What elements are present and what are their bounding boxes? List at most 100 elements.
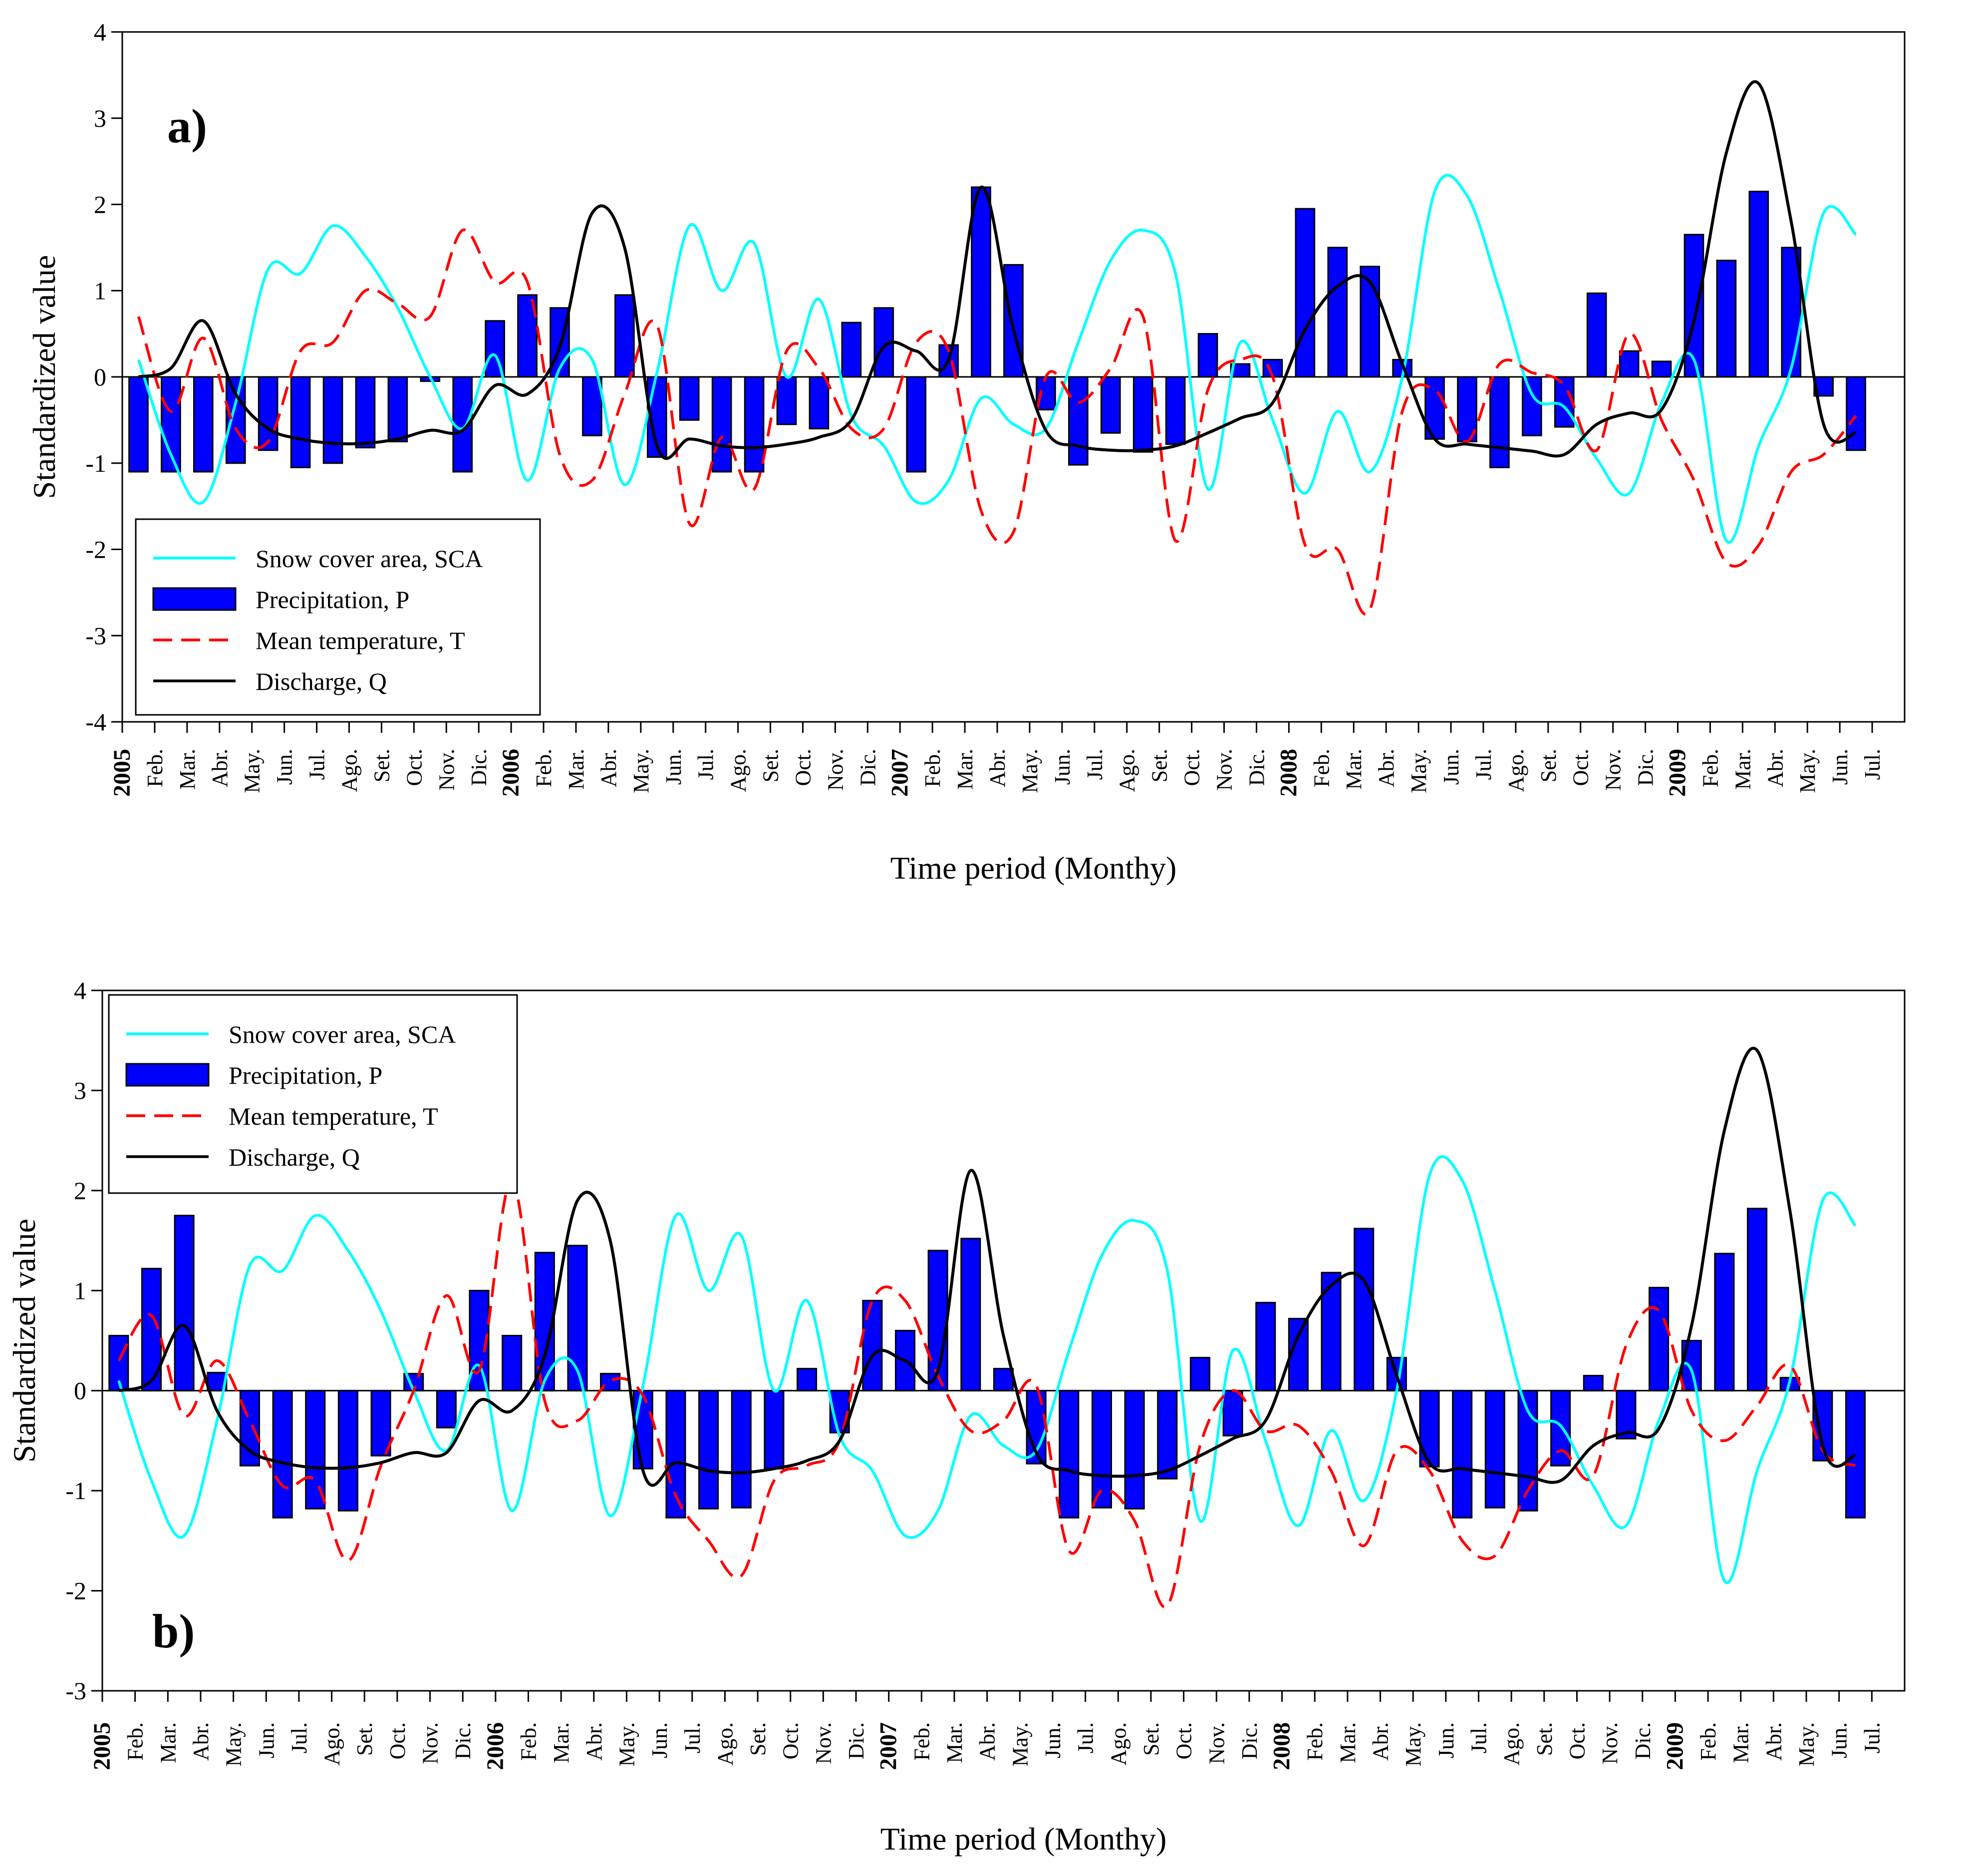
x-tick-label: Dic.: [844, 1722, 868, 1760]
x-tick-label: Mar.: [175, 749, 200, 790]
x-tick-label: Abr.: [582, 1722, 606, 1761]
x-tick-label: Jun.: [1439, 749, 1463, 785]
x-tick-label: Abr.: [1369, 1722, 1393, 1761]
precip-bar: [1716, 260, 1737, 378]
x-tick-label: Nov.: [1598, 1722, 1622, 1764]
x-tick-label: Jul.: [1074, 1722, 1098, 1753]
precip-bar: [1651, 360, 1672, 378]
x-tick-label: Jul.: [305, 749, 329, 780]
x-axis-title: Time period (Monthy): [890, 850, 1177, 886]
x-tick-label-year: 2005: [89, 1722, 115, 1770]
precip-bar: [906, 376, 927, 473]
y-axis-title: Standardized value: [6, 1219, 42, 1463]
precip-bar: [1683, 234, 1704, 378]
x-tick-label: Abr.: [1761, 1722, 1786, 1761]
x-tick-label-year: 2007: [875, 1722, 902, 1770]
x-tick-label: Feb.: [1698, 749, 1722, 787]
x-tick-label: Oct.: [791, 749, 815, 786]
legend-entry-label: Snow cover area, SCA: [256, 545, 483, 573]
x-tick-label: Abr.: [208, 749, 232, 787]
precip-bar: [698, 1390, 719, 1510]
x-tick-label: Ago.: [1504, 749, 1528, 792]
y-tick-label: -2: [85, 536, 106, 564]
x-tick-label-year: 2009: [1665, 749, 1691, 797]
precip-bar: [387, 376, 408, 443]
precip-bar: [258, 376, 279, 451]
chart-panel-a: -4 -3 -2 -1 0 1 2 3 4 2005 Feb. Mar. Abr. May. Jun. Jul…: [26, 18, 1906, 886]
x-tick-label: Jul.: [1466, 1722, 1491, 1753]
x-tick-label: May.: [629, 749, 653, 793]
panel-label: b): [152, 1604, 195, 1658]
x-tick-label: Set.: [759, 749, 783, 782]
precip-bar: [1132, 376, 1153, 453]
precip-bar: [355, 376, 376, 449]
x-tick-label: Feb.: [1696, 1722, 1720, 1761]
y-tick-label: -3: [85, 622, 106, 649]
precip-bar: [1649, 1286, 1670, 1392]
x-tick-label-year: 2007: [886, 749, 913, 797]
plot-content: [128, 80, 1866, 616]
temperature-line: [117, 1179, 1856, 1608]
x-tick-label: May.: [240, 749, 265, 793]
x-tick-label-year: 2008: [1275, 749, 1302, 797]
precip-bar: [1255, 1301, 1276, 1392]
x-tick-label: Feb.: [920, 749, 945, 787]
x-tick-label: Mar.: [942, 1722, 967, 1763]
precip-bar: [1489, 376, 1510, 468]
precip-bar: [1327, 247, 1348, 378]
precip-bar: [272, 1390, 293, 1519]
x-tick-label-year: 2006: [482, 1722, 509, 1770]
x-tick-label: May.: [1008, 1722, 1032, 1767]
x-tick-label: Oct.: [779, 1722, 803, 1760]
x-tick-label: Jun.: [661, 749, 686, 785]
x-tick-label: Feb.: [532, 749, 556, 787]
x-tick-label: Ago.: [1106, 1722, 1130, 1766]
precip-bar: [1748, 191, 1769, 378]
x-tick-label: May.: [1018, 749, 1042, 793]
x-tick-label: Jun.: [1041, 1722, 1065, 1758]
x-tick-label: Dic.: [1237, 1722, 1262, 1760]
y-tick-label: 3: [74, 1076, 86, 1104]
x-tick-label: May.: [614, 1722, 639, 1767]
y-tick-label: 3: [94, 104, 106, 132]
x-tick-label: Oct.: [1172, 1722, 1196, 1760]
x-tick-label: Dic.: [451, 1722, 475, 1760]
precip-bar: [711, 376, 732, 473]
x-tick-label-year: 2008: [1269, 1722, 1295, 1770]
y-tick-label: 2: [74, 1177, 86, 1205]
y-tick-label: -4: [85, 708, 106, 736]
x-tick-label: May.: [1406, 749, 1431, 793]
precip-bar: [679, 376, 700, 421]
precip-bar: [960, 1238, 981, 1392]
precip-bar: [128, 376, 149, 473]
legend-entry-label: Precipitation, P: [256, 586, 409, 614]
x-tick-label: Oct.: [1569, 749, 1593, 786]
precip-bar: [1586, 292, 1607, 378]
x-tick-label: Jun.: [647, 1722, 672, 1758]
x-tick-label: Mar.: [156, 1722, 180, 1763]
x-tick-label: Feb.: [123, 1722, 148, 1761]
x-tick-label: Jul.: [694, 749, 718, 780]
x-tick-label: Abr.: [596, 749, 621, 787]
precip-bar: [764, 1390, 785, 1470]
precip-bar: [1124, 1390, 1145, 1510]
x-tick-label: Nov.: [1204, 1722, 1229, 1764]
x-tick-label: Set.: [1147, 749, 1172, 782]
precip-bar: [1522, 376, 1542, 436]
x-tick-label: May.: [1794, 1722, 1819, 1767]
x-tick-label: May.: [222, 1722, 246, 1767]
y-tick-label: 0: [74, 1377, 86, 1405]
x-tick-label: Oct.: [1180, 749, 1204, 786]
legend-entry-label: Discharge, Q: [256, 667, 387, 695]
precip-bar: [582, 376, 602, 436]
legend-entry-label: Mean temperature, T: [256, 626, 465, 654]
x-tick-label: Dic.: [1244, 749, 1269, 786]
precip-bar: [1845, 1390, 1866, 1519]
y-tick-label: 1: [74, 1276, 86, 1304]
precip-bar: [1484, 1390, 1505, 1509]
legend-entry-label: Precipitation, P: [229, 1061, 382, 1089]
x-tick-label: Mar.: [1342, 749, 1366, 790]
precip-bar: [1360, 266, 1381, 378]
precip-bar: [1583, 1375, 1604, 1392]
